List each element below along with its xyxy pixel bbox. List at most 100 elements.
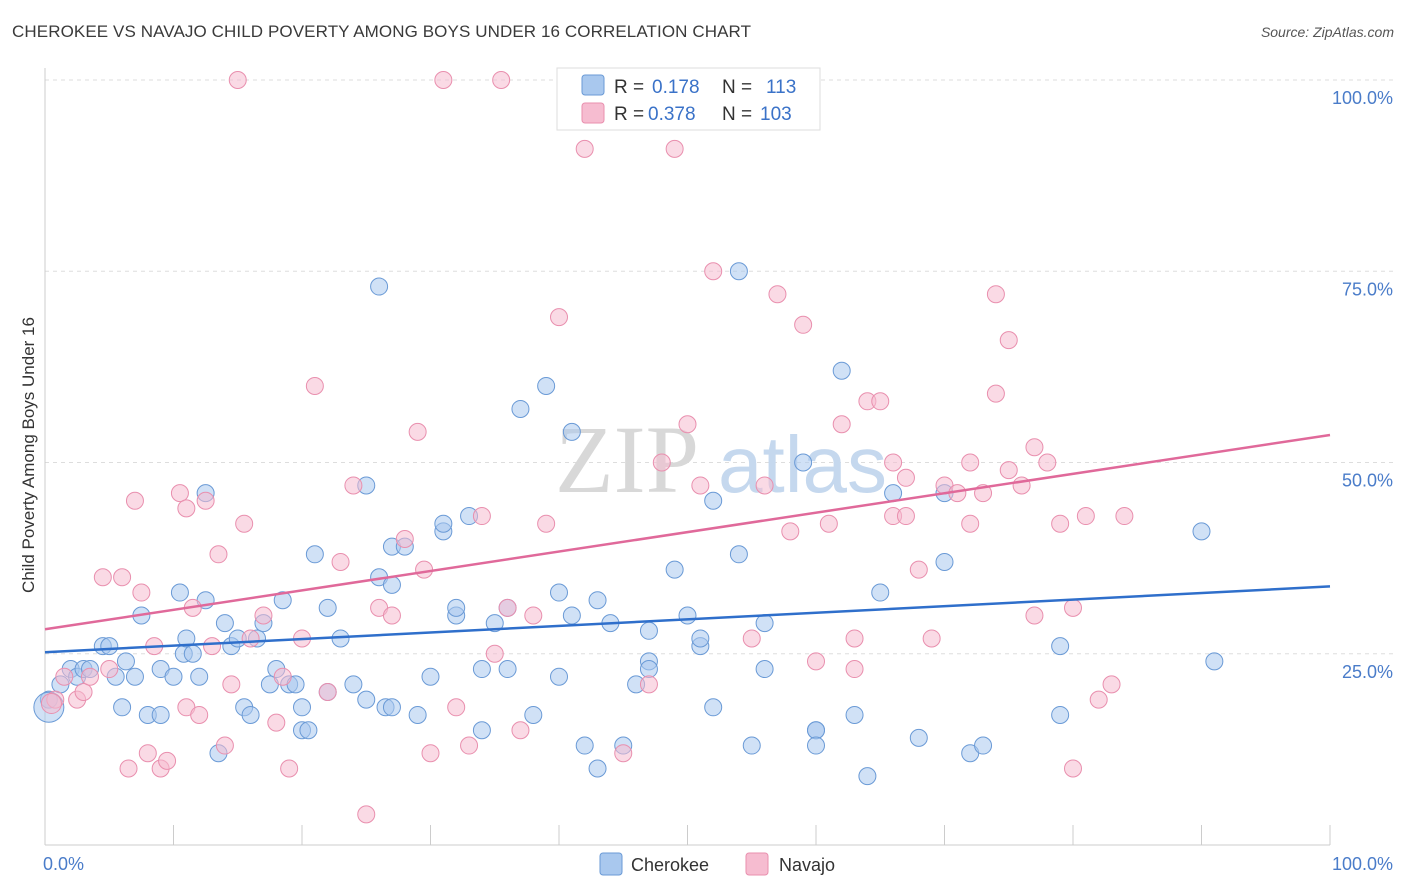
cherokee-point <box>639 660 658 679</box>
navajo-point-cluster <box>40 692 62 714</box>
navajo-point <box>280 759 299 778</box>
cherokee-point <box>273 591 292 610</box>
navajo-point <box>819 514 838 533</box>
navajo-point <box>492 71 511 89</box>
navajo-point <box>704 262 723 281</box>
navajo-point <box>511 721 530 740</box>
cherokee-point <box>524 705 543 724</box>
watermark: ZIP atlas <box>555 406 887 513</box>
navajo-point <box>196 491 215 510</box>
bottom-legend-swatch-cherokee <box>599 852 623 876</box>
cherokee-point <box>215 614 234 633</box>
navajo-point <box>80 667 99 686</box>
cherokee-point <box>447 598 466 617</box>
navajo-point <box>498 598 517 617</box>
cherokee-point <box>1192 522 1211 541</box>
cherokee-point <box>871 583 890 602</box>
cherokee-point <box>807 736 825 755</box>
navajo-point <box>138 744 157 763</box>
cherokee-point <box>485 614 504 633</box>
navajo-point <box>550 308 568 327</box>
navajo-trend-line <box>44 433 1331 631</box>
cherokee-point <box>408 705 427 724</box>
navajo-point <box>267 713 286 732</box>
cherokee-point <box>382 698 401 717</box>
navajo-point <box>472 507 491 526</box>
cherokee-point <box>909 728 928 747</box>
cherokee-point <box>665 560 684 579</box>
navajo-point <box>845 629 864 648</box>
navajo-point <box>177 499 196 518</box>
cherokee-point <box>100 637 119 656</box>
y-tick-label: 100.0% <box>1332 88 1393 108</box>
cherokee-point <box>498 660 517 679</box>
navajo-point <box>132 583 151 602</box>
navajo-point <box>228 71 247 89</box>
cherokee-point <box>562 606 581 625</box>
legend-n-value-cherokee: 113 <box>766 77 796 98</box>
trend-lines <box>44 433 1331 654</box>
navajo-point <box>74 683 93 701</box>
navajo-point <box>896 468 915 487</box>
navajo-point <box>170 484 189 503</box>
cherokee-point <box>293 698 311 717</box>
x-tick-label-min: 0.0% <box>43 854 84 874</box>
bottom-legend-cherokee: Cherokee <box>631 855 709 875</box>
navajo-point <box>241 629 260 648</box>
navajo-point <box>614 744 633 763</box>
cherokee-point <box>472 721 491 740</box>
cherokee-point <box>370 277 389 296</box>
navajo-point <box>203 637 222 656</box>
navajo-point <box>93 568 112 587</box>
navajo-point <box>524 606 543 625</box>
cherokee-point <box>729 545 748 564</box>
bottom-legend: Cherokee Navajo <box>599 852 835 876</box>
cherokee-point <box>305 545 324 564</box>
navajo-point <box>408 422 427 441</box>
navajo-point <box>1102 675 1121 694</box>
legend-swatch-navajo <box>581 102 605 124</box>
bottom-legend-swatch-navajo <box>745 852 769 876</box>
navajo-point <box>691 476 710 495</box>
cherokee-point <box>550 583 568 602</box>
navajo-point <box>254 606 273 625</box>
cherokee-point <box>729 262 748 281</box>
navajo-point <box>755 476 774 495</box>
cherokee-point <box>434 514 453 533</box>
navajo-point <box>357 805 376 824</box>
tick-labels: 25.0% 50.0% 75.0% 100.0% 0.0% 100.0% <box>43 88 1393 874</box>
navajo-point <box>807 652 825 671</box>
cherokee-point <box>832 361 851 380</box>
navajo-point <box>896 507 915 526</box>
navajo-point <box>1025 438 1044 457</box>
cherokee-trend-line <box>44 585 1331 654</box>
navajo-point <box>344 476 363 495</box>
navajo-point <box>986 384 1005 403</box>
cherokee-point <box>704 698 723 717</box>
navajo-point <box>986 285 1005 304</box>
y-axis-title: Child Poverty Among Boys Under 16 <box>19 317 38 593</box>
y-tick-label: 75.0% <box>1342 279 1393 299</box>
navajo-point <box>922 629 941 648</box>
navajo-point <box>1051 514 1070 533</box>
navajo-point <box>55 667 74 686</box>
bottom-legend-navajo: Navajo <box>779 855 835 875</box>
navajo-point <box>119 759 138 778</box>
cherokee-point <box>755 614 774 633</box>
top-legend: R = 0.178 N = 113 R = 0.378 N = 103 <box>556 67 821 131</box>
cherokee-point <box>691 629 710 648</box>
navajo-point <box>331 552 350 571</box>
navajo-point <box>158 751 177 770</box>
navajo-point <box>1064 598 1082 617</box>
cherokee-point <box>1051 705 1070 724</box>
chart-title: CHEROKEE VS NAVAJO CHILD POVERTY AMONG B… <box>12 22 752 41</box>
navajo-point <box>639 675 658 694</box>
cherokee-point <box>742 736 761 755</box>
cherokee-point <box>845 705 864 724</box>
cherokee-point <box>550 667 568 686</box>
navajo-point <box>999 331 1018 350</box>
navajo-point <box>678 415 697 434</box>
navajo-point <box>665 139 684 158</box>
navajo-point <box>1076 507 1095 526</box>
